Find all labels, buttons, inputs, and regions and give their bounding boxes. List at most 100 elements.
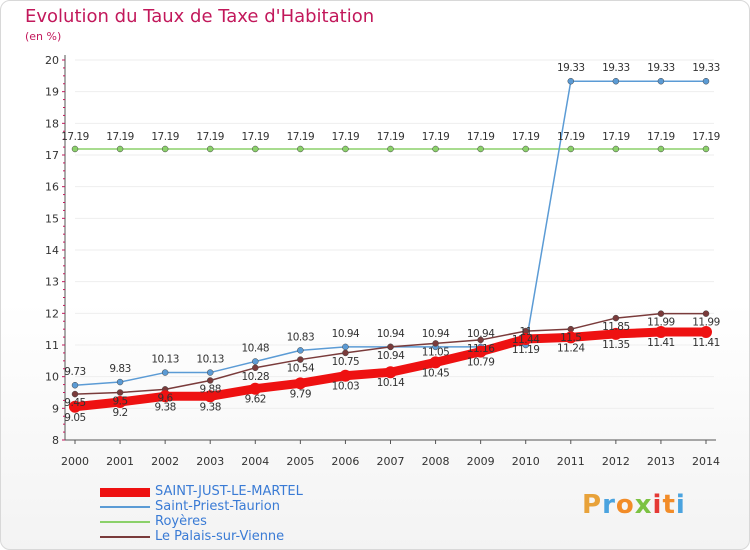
data-label: 9.45 <box>64 397 85 409</box>
x-tick-label: 2010 <box>512 455 540 468</box>
data-label: 19.33 <box>602 62 630 74</box>
data-point <box>567 145 575 153</box>
data-point <box>612 314 620 322</box>
data-point <box>252 364 259 372</box>
data-point <box>69 400 81 413</box>
data-label: 10.83 <box>287 331 315 343</box>
x-tick-label: 2014 <box>692 455 720 468</box>
data-point <box>477 145 484 153</box>
x-tick-label: 2002 <box>151 455 179 468</box>
x-tick-label: 2001 <box>106 455 134 468</box>
legend-swatch <box>100 521 150 523</box>
data-label: 10.14 <box>377 377 405 389</box>
data-label: 17.19 <box>106 131 134 143</box>
data-point <box>519 332 532 345</box>
data-point <box>429 356 442 369</box>
data-point <box>159 390 172 403</box>
data-point <box>612 145 620 153</box>
logo-letter: o <box>615 490 635 520</box>
data-label: 10.48 <box>242 342 270 354</box>
data-label: 10.75 <box>332 356 360 368</box>
y-tick-label: 14 <box>45 244 59 257</box>
data-point <box>206 369 214 376</box>
data-label: 17.19 <box>512 131 540 143</box>
data-label: 17.19 <box>557 131 585 143</box>
data-point <box>342 349 349 357</box>
data-label: 9.88 <box>200 383 221 395</box>
data-label: 19.33 <box>692 62 720 74</box>
data-label: 10.94 <box>377 350 405 362</box>
data-label: 17.19 <box>332 131 360 143</box>
data-label: 17.19 <box>467 131 495 143</box>
data-label: 10.94 <box>332 328 360 340</box>
data-point <box>249 382 262 395</box>
x-tick-label: 2006 <box>331 455 359 468</box>
data-point <box>702 310 710 317</box>
data-point <box>252 145 259 153</box>
data-point <box>432 145 439 153</box>
data-point <box>206 377 214 384</box>
data-label: 11.24 <box>557 342 585 354</box>
logo-letter: i <box>652 490 663 520</box>
data-label: 9.6 <box>158 392 174 404</box>
x-tick-label: 2009 <box>467 455 495 468</box>
data-label: 11.35 <box>602 339 630 351</box>
data-label: 11.44 <box>512 334 540 346</box>
legend-swatch <box>100 536 150 538</box>
data-label: 17.19 <box>242 131 270 143</box>
x-tick-label: 2008 <box>422 455 450 468</box>
data-point <box>477 336 484 344</box>
legend-label: Le Palais-sur-Vienne <box>155 529 285 544</box>
data-label: 10.79 <box>467 357 495 369</box>
data-label: 11.85 <box>602 321 630 333</box>
data-point <box>252 358 259 365</box>
data-label: 9.38 <box>200 401 221 413</box>
x-tick-label: 2012 <box>602 455 630 468</box>
data-point <box>567 77 575 85</box>
y-tick-label: 16 <box>45 181 59 194</box>
proxiti-logo: Proxiti <box>582 490 686 520</box>
data-point <box>384 366 397 379</box>
data-point <box>71 381 79 389</box>
data-label: 11.5 <box>560 332 581 344</box>
data-point <box>116 378 124 386</box>
logo-letter: x <box>634 490 653 520</box>
data-point <box>161 369 169 376</box>
data-label: 9.73 <box>64 366 85 378</box>
data-label: 11.99 <box>692 317 720 329</box>
data-point <box>71 390 79 398</box>
x-tick-label: 2007 <box>377 455 405 468</box>
data-label: 11 <box>520 326 532 338</box>
data-point <box>297 347 304 354</box>
data-point <box>114 396 127 408</box>
logo-letter: r <box>602 490 616 520</box>
logo-letter: P <box>582 490 603 520</box>
logo-letter: i <box>675 490 686 520</box>
data-label: 10.94 <box>377 328 405 340</box>
data-label: 10.94 <box>467 328 495 340</box>
data-label: 10.94 <box>422 328 450 340</box>
y-tick-label: 19 <box>45 86 59 99</box>
data-point <box>116 389 124 396</box>
chart-subtitle: (en %) <box>25 30 62 43</box>
y-tick-label: 12 <box>45 307 59 320</box>
data-label: 17.19 <box>61 131 89 143</box>
data-label: 9.5 <box>112 396 127 408</box>
legend-swatch <box>100 506 150 508</box>
legend-label: Royères <box>155 514 207 529</box>
data-label: 10.28 <box>242 371 270 383</box>
data-point <box>609 327 622 340</box>
data-label: 17.19 <box>692 131 720 143</box>
data-point <box>474 345 487 358</box>
data-label: 9.2 <box>112 407 127 419</box>
x-tick-label: 2003 <box>196 455 224 468</box>
data-label: 10.13 <box>196 354 224 366</box>
y-tick-label: 15 <box>45 212 59 225</box>
data-label: 11.16 <box>467 343 495 355</box>
data-label: 11.05 <box>422 346 450 358</box>
data-label: 11.19 <box>512 344 540 356</box>
data-point <box>387 145 394 153</box>
data-point <box>71 145 79 153</box>
legend-label: Saint-Priest-Taurion <box>155 499 280 514</box>
